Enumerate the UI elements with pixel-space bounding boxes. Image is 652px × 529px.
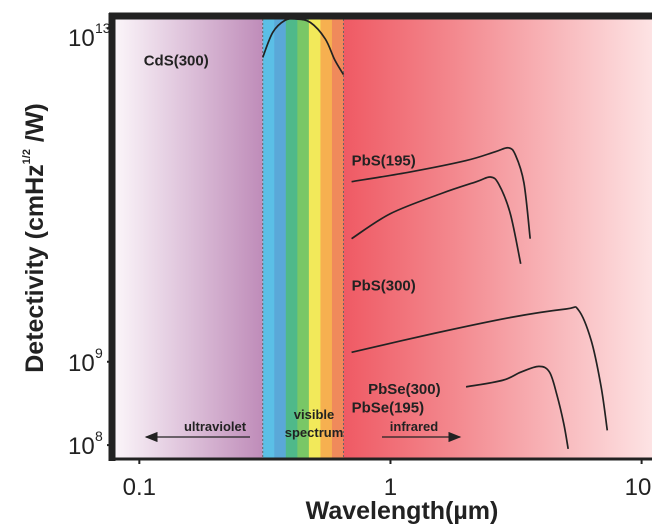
ultraviolet-label: ultraviolet — [184, 419, 247, 434]
x-axis-label: Wavelength(µm) — [306, 497, 499, 525]
series-curve-5 — [465, 365, 570, 450]
visible-band-1 — [262, 19, 275, 458]
x-tick-label-1: 0.1 — [123, 474, 156, 501]
y-tick-label-3: 10 — [68, 433, 95, 460]
x-axis-ticks: 0.1 1 10 — [123, 458, 652, 501]
y-axis-label-main: Detectivity (cmHz — [21, 164, 49, 372]
visible-label-line1: visible — [294, 407, 334, 422]
ultraviolet-region — [115, 19, 263, 458]
detectivity-curves: CdS(300) PbS(195) PbS(300) PbSe(195)PbSe(30… — [144, 17, 609, 450]
series-label-2: PbS(195) — [352, 153, 416, 170]
y-tick-exponent-2: 9 — [95, 345, 103, 361]
y-tick-label-1: 10 — [68, 25, 95, 52]
y-tick-exponent-1: 13 — [95, 20, 111, 36]
x-tick-label-2: 1 — [384, 474, 397, 501]
visible-spectrum-bands — [262, 19, 344, 458]
visible-band-5 — [308, 19, 321, 458]
series-curve-2 — [351, 146, 532, 239]
visible-band-6 — [320, 19, 333, 458]
series-curve-3 — [351, 176, 522, 264]
visible-band-4 — [297, 19, 310, 458]
series-label-3: PbS(300) — [352, 278, 416, 295]
y-tick-label-2: 10 — [68, 350, 95, 377]
series-label-4: PbSe(195) — [352, 399, 425, 416]
y-axis-label-tail: /W) — [21, 103, 49, 149]
series-curve-4 — [351, 306, 609, 431]
x-tick-label-3: 10 — [625, 474, 652, 501]
visible-band-7 — [331, 19, 344, 458]
series-label-5: PbSe(300) — [368, 381, 441, 398]
visible-band-3 — [285, 19, 298, 458]
y-axis-label: Detectivity (cmHz1/2 /W) — [21, 103, 49, 373]
series-label-1: CdS(300) — [144, 52, 209, 69]
infrared-label: infrared — [390, 419, 438, 434]
series-curve-1 — [261, 17, 345, 75]
y-tick-exponent-3: 8 — [95, 428, 103, 444]
y-axis-label-sup: 1/2 — [21, 149, 33, 164]
visible-label-line2: spectrum — [285, 425, 344, 440]
visible-band-2 — [274, 19, 287, 458]
